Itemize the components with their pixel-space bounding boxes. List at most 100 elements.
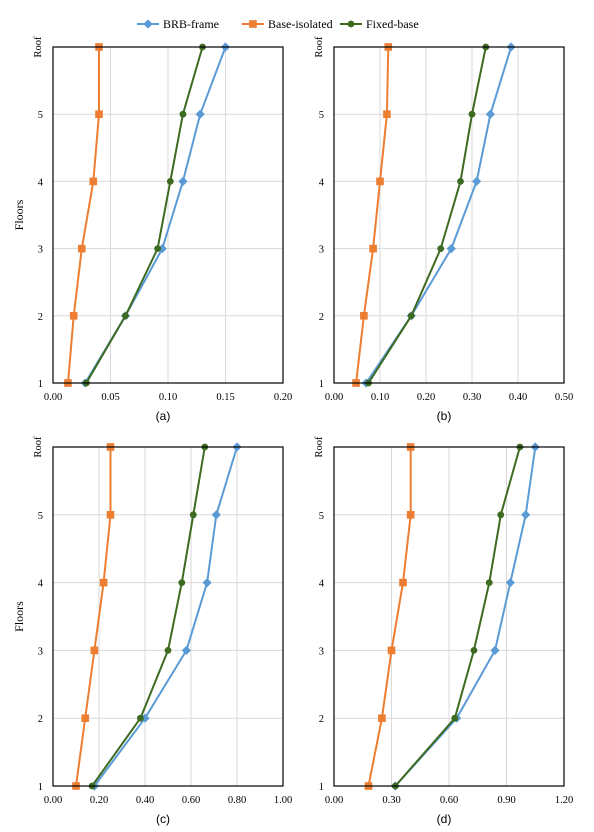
legend-label: Base-isolated bbox=[268, 17, 333, 31]
panel-caption: (b) bbox=[437, 409, 452, 423]
x-tick-label: 0.80 bbox=[228, 795, 246, 806]
data-point-brb-frame bbox=[178, 176, 188, 186]
y-tick-label: Roof bbox=[33, 36, 44, 58]
data-point-base-isolated bbox=[77, 244, 86, 253]
data-point-fixed-base bbox=[122, 312, 129, 320]
x-tick-label: 0.20 bbox=[274, 392, 292, 403]
data-point-fixed-base bbox=[485, 579, 493, 586]
data-point-fixed-base bbox=[154, 245, 162, 253]
x-tick-label: 0.15 bbox=[216, 392, 234, 403]
x-tick-label: 0.20 bbox=[90, 795, 108, 806]
data-point-fixed-base bbox=[166, 178, 174, 185]
y-tick-label: 4 bbox=[319, 177, 325, 188]
series-line-fixed-base bbox=[367, 46, 487, 384]
x-tick-label: 1.00 bbox=[274, 795, 292, 806]
data-point-fixed-base bbox=[178, 579, 186, 586]
data-point-base-isolated bbox=[99, 578, 108, 587]
data-point-base-isolated bbox=[95, 110, 103, 118]
data-point-base-isolated bbox=[369, 244, 377, 253]
x-tick-label: 0.40 bbox=[136, 795, 154, 806]
legend-marker-fixed-base bbox=[347, 20, 355, 28]
panel-caption: (c) bbox=[156, 812, 170, 826]
data-point-brb-frame bbox=[521, 510, 531, 520]
chart-panel-4: 0.00 0.30 0.60 0.90 1.20 1 2 3 4 5 Roof (d) bbox=[314, 436, 573, 826]
y-tick-label: 2 bbox=[38, 312, 43, 323]
plot-frame bbox=[52, 46, 284, 384]
data-point-base-isolated bbox=[378, 714, 386, 722]
data-point-brb-frame bbox=[472, 176, 482, 186]
y-tick-label: Roof bbox=[33, 436, 44, 458]
y-tick-label: 5 bbox=[319, 511, 324, 522]
y-tick-label: 1 bbox=[319, 782, 324, 793]
data-point-brb-frame bbox=[485, 109, 495, 119]
x-tick-label: 0.20 bbox=[417, 392, 435, 403]
data-point-fixed-base bbox=[468, 110, 476, 118]
x-tick-label: 0.30 bbox=[463, 392, 481, 403]
data-point-brb-frame bbox=[446, 244, 456, 254]
x-tick-label: 0.00 bbox=[325, 392, 343, 403]
legend-label: BRB-frame bbox=[163, 17, 219, 31]
legend-label: Fixed-base bbox=[366, 17, 419, 31]
data-point-brb-frame bbox=[202, 578, 212, 588]
x-tick-label: 0.10 bbox=[371, 392, 389, 403]
series-line-base-isolated bbox=[367, 447, 412, 787]
legend: BRB-frame Base-isolated Fixed-base bbox=[137, 17, 419, 31]
y-tick-label: 2 bbox=[38, 714, 43, 725]
data-point-base-isolated bbox=[399, 578, 407, 587]
x-tick-label: 0.00 bbox=[44, 795, 62, 806]
data-point-fixed-base bbox=[189, 511, 197, 519]
y-tick-label: 4 bbox=[38, 579, 44, 590]
y-tick-label: 1 bbox=[38, 379, 43, 390]
data-point-base-isolated bbox=[81, 714, 89, 722]
data-point-base-isolated bbox=[360, 312, 368, 320]
y-axis-label: Floors bbox=[12, 199, 26, 230]
series-line-fixed-base bbox=[91, 446, 206, 787]
data-point-base-isolated bbox=[69, 312, 78, 320]
y-tick-label: 1 bbox=[319, 379, 324, 390]
data-point-brb-frame bbox=[490, 645, 500, 655]
y-axis-label: Floors bbox=[12, 601, 26, 632]
data-point-fixed-base bbox=[451, 714, 459, 722]
y-tick-label: 2 bbox=[319, 714, 324, 725]
data-point-base-isolated bbox=[90, 646, 99, 655]
chart-panel-3: 0.00 0.20 0.40 0.60 0.80 1.00 1 2 3 4 5 Roof Floors (… bbox=[12, 436, 292, 826]
data-point-base-isolated bbox=[89, 177, 98, 186]
data-point-fixed-base bbox=[179, 110, 187, 118]
series-line-base-isolated bbox=[75, 447, 112, 787]
legend-item-fixed-base: Fixed-base bbox=[340, 17, 419, 31]
series-line-base-isolated bbox=[67, 47, 100, 384]
y-tick-label: Roof bbox=[314, 36, 325, 58]
y-tick-label: 4 bbox=[319, 579, 325, 590]
y-tick-label: 5 bbox=[38, 110, 43, 121]
data-point-brb-frame bbox=[195, 109, 205, 119]
data-point-base-isolated bbox=[406, 511, 415, 519]
x-tick-label: 0.60 bbox=[440, 795, 458, 806]
legend-marker-brb-frame bbox=[143, 19, 153, 29]
data-point-brb-frame bbox=[211, 510, 221, 520]
x-tick-label: 0.90 bbox=[497, 795, 515, 806]
legend-marker-base-isolated bbox=[249, 20, 257, 28]
chart-panel-1: 0.00 0.05 0.10 0.15 0.20 1 2 3 4 5 Roof Floors (a) bbox=[12, 36, 292, 423]
plot-frame bbox=[333, 46, 565, 384]
data-point-fixed-base bbox=[497, 511, 505, 519]
plot-frame bbox=[52, 446, 284, 787]
y-tick-label: 3 bbox=[319, 646, 324, 657]
x-tick-label: 1.20 bbox=[555, 795, 573, 806]
y-tick-label: 3 bbox=[38, 646, 43, 657]
x-tick-label: 0.40 bbox=[509, 392, 527, 403]
series-line-fixed-base bbox=[85, 46, 204, 384]
panel-caption: (d) bbox=[437, 812, 452, 826]
legend-item-base-isolated: Base-isolated bbox=[242, 17, 333, 31]
x-tick-label: 0.60 bbox=[182, 795, 200, 806]
data-point-fixed-base bbox=[407, 312, 415, 320]
data-point-fixed-base bbox=[470, 647, 478, 654]
y-tick-label: 5 bbox=[38, 511, 43, 522]
chart-panels: 0.00 0.05 0.10 0.15 0.2012345RoofFloors(a)0.… bbox=[12, 36, 573, 826]
x-tick-label: 0.50 bbox=[555, 392, 573, 403]
plot-frame bbox=[333, 446, 565, 787]
series-line-brb-frame bbox=[84, 46, 227, 384]
x-tick-label: 0.00 bbox=[325, 795, 343, 806]
chart-panel-2: 0.00 0.10 0.20 0.30 0.40 0.50 1 2 3 4 5 Roof (b) bbox=[314, 36, 573, 423]
panel-caption: (a) bbox=[156, 409, 171, 423]
